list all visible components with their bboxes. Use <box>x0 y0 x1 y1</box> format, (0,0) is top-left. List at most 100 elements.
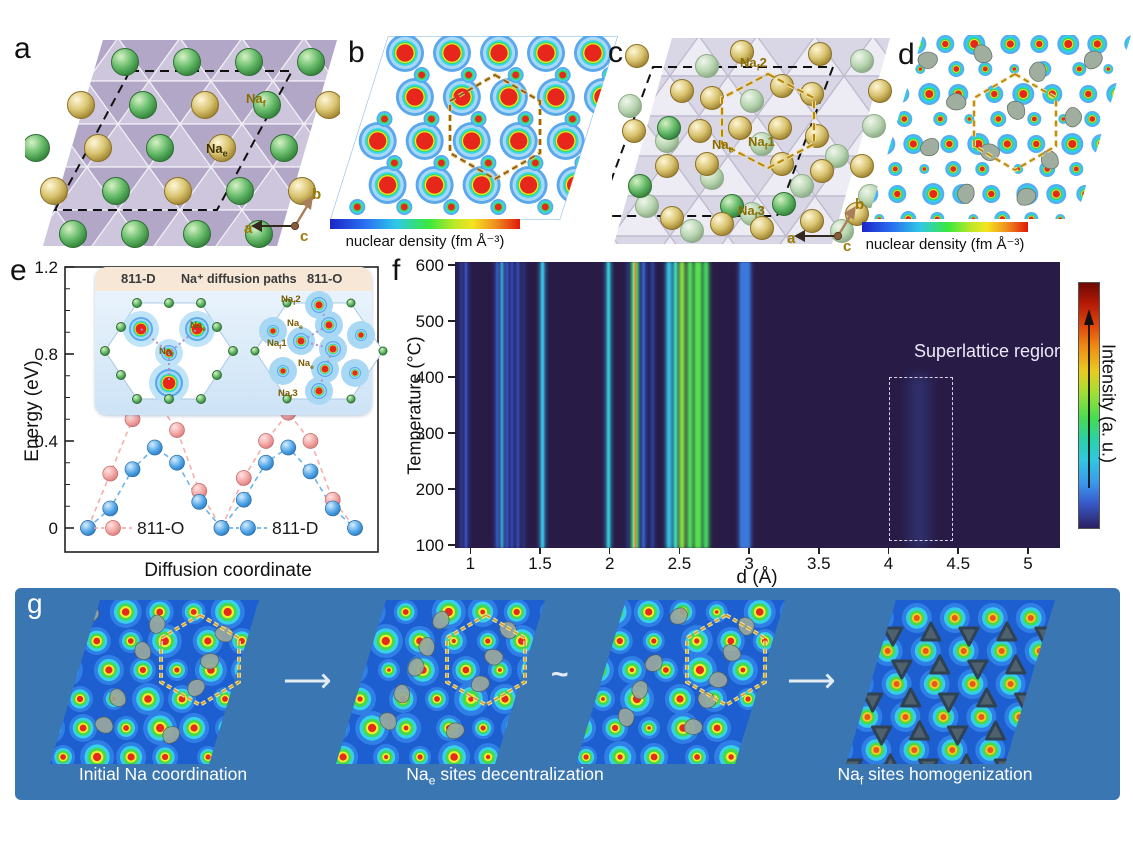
y-tick-mark <box>448 264 455 266</box>
inset-label-nae-left: Nae <box>190 320 206 333</box>
svg-text:b: b <box>855 196 864 213</box>
y-tick-label: 500 <box>415 312 444 331</box>
diffraction-peak <box>459 262 462 548</box>
caption-homogenization: Naf sites homogenization <box>837 764 1033 788</box>
diffraction-peak <box>517 262 520 548</box>
panel-g-label: g <box>27 588 43 619</box>
heatmap-plot-area: Superlattice region <box>455 262 1060 548</box>
panel-f-label: f <box>392 254 401 287</box>
inset-label-naf3: Naf3 <box>278 388 298 401</box>
diffraction-peak <box>495 262 498 548</box>
caption-decentralization: Nae sites decentralization <box>406 764 604 788</box>
x-tick-mark <box>678 548 681 554</box>
svg-text:c: c <box>300 228 308 245</box>
diffraction-peak <box>465 262 468 548</box>
inset-header <box>95 267 372 291</box>
y-tick-mark <box>448 488 455 490</box>
svg-text:0.8: 0.8 <box>34 345 58 364</box>
inset-hexagon-811O <box>250 291 388 405</box>
x-tick-label: 2 <box>605 554 615 573</box>
panel-c-crystal-structure <box>612 38 892 244</box>
y-tick-mark <box>448 376 455 378</box>
panel-g-banner: g ⟶ ~ ⟶ Initial Na coordination Nae site… <box>15 588 1120 800</box>
inset-label-nae-top: Nae <box>287 318 303 331</box>
site-label-naf2: Naf2 <box>740 55 767 73</box>
diffraction-peak <box>910 376 929 548</box>
x-tick-label: 5 <box>1023 554 1033 573</box>
y-tick-label: 100 <box>415 536 444 555</box>
tilde-icon: ~ <box>551 658 569 691</box>
inset-label-nae-bottom: Nae <box>298 358 314 371</box>
panel-b-density-map <box>330 36 618 220</box>
site-label-naf3: Naf3 <box>738 203 765 221</box>
panel-f-thermodiffraction: Superlattice region Temperature (°C) d (… <box>390 255 1133 595</box>
y-tick-mark <box>448 432 455 434</box>
svg-text:0.4: 0.4 <box>34 432 58 451</box>
diffraction-peak <box>500 262 503 548</box>
inset-right-title: 811-O <box>307 271 343 286</box>
inset-label-naf-left: Naf <box>159 346 174 359</box>
y-tick-label: 600 <box>415 256 444 275</box>
x-tick-label: 4 <box>883 554 894 573</box>
energy-x-axis-label: Diffusion coordinate <box>144 560 312 581</box>
inset-label-naf2: Naf2 <box>281 294 301 307</box>
a-axis-arrow-icon <box>251 220 262 232</box>
site-label-naf: Naf <box>246 91 266 109</box>
axis-indicator-cd: a b c <box>787 196 864 255</box>
diffraction-peak <box>641 262 645 548</box>
inset-label-naf1: Naf1 <box>267 338 287 351</box>
caption-initial: Initial Na coordination <box>78 764 248 784</box>
intensity-colorbar-label: Intensity (a. u.) <box>1098 343 1119 464</box>
inset-left-title: 811-D <box>121 271 156 286</box>
g-map-decentralization-1 <box>336 600 545 764</box>
svg-text:a: a <box>244 220 253 237</box>
x-tick-mark <box>818 548 820 554</box>
g-map-initial <box>50 600 259 764</box>
superlattice-annotation: Superlattice region <box>913 341 1060 361</box>
panel-a-label: a <box>14 32 31 65</box>
diffraction-peak <box>523 262 525 548</box>
diffraction-peak <box>628 262 641 548</box>
y-tick-label: 200 <box>415 480 444 499</box>
panel-d-label: d <box>898 38 915 71</box>
site-label-nae: Nae <box>206 141 228 159</box>
g-map-homogenized <box>846 600 1055 764</box>
diffraction-peak <box>626 262 629 548</box>
diffraction-peak <box>541 262 545 548</box>
diffraction-peak <box>651 262 655 548</box>
diffraction-peak <box>703 262 708 548</box>
site-label-naf1: Naf1 <box>748 134 775 152</box>
panel-b-label: b <box>348 36 365 69</box>
x-tick-label: 3 <box>744 554 754 573</box>
y-tick-label: 400 <box>415 368 444 387</box>
intensity-colorbar <box>1078 282 1100 529</box>
panel-b-colorbar <box>330 219 520 229</box>
x-tick-label: 2.5 <box>667 554 692 573</box>
x-tick-mark <box>608 548 611 554</box>
arrow-right-icon: ⟶ <box>283 662 332 700</box>
panel-b-colorbar-label: nuclear density (fm Å⁻³) <box>345 233 505 250</box>
x-tick-label: 3.5 <box>807 554 831 573</box>
b-axis-arrow-icon <box>301 196 313 210</box>
panel-d-colorbar <box>862 222 1028 232</box>
panel-d-colorbar-label: nuclear density (fm Å⁻³) <box>865 236 1025 253</box>
a-axis-arrow-icon <box>794 230 805 242</box>
panel-e-energy-chart: 0 0.4 0.8 1.2 811-O 811-D Energy (eV) Diffusi… <box>8 255 390 590</box>
diffraction-peak <box>506 262 509 548</box>
svg-text:811-D: 811-D <box>272 518 318 538</box>
heatmap-y-axis-label: Temperature (°C) <box>404 336 425 475</box>
diffraction-peak <box>666 262 671 548</box>
y-tick-mark <box>448 544 455 546</box>
x-tick-mark <box>748 548 750 554</box>
inset-center-title: Na⁺ diffusion paths <box>181 272 297 286</box>
x-tick-mark <box>887 548 890 554</box>
x-tick-label: 1 <box>465 554 476 573</box>
x-tick-mark <box>539 548 541 554</box>
x-tick-mark <box>957 548 959 554</box>
colorbar-arrow-icon <box>1084 309 1094 488</box>
svg-text:811-O: 811-O <box>137 518 184 538</box>
x-tick-label: 4.5 <box>946 554 971 573</box>
x-tick-mark <box>1027 548 1029 554</box>
diffraction-peak <box>739 262 750 548</box>
